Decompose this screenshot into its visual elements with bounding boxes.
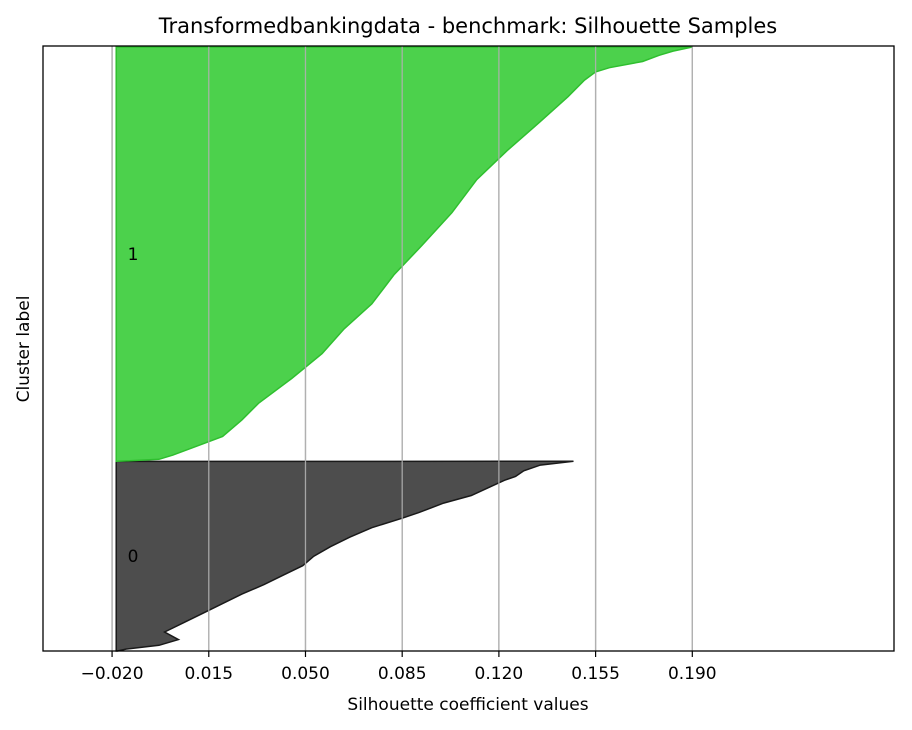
x-tick-label-3: 0.085 [378, 664, 427, 684]
cluster-0-area [115, 460, 574, 652]
x-tick-label-0: −0.020 [81, 664, 144, 684]
x-axis-label: Silhouette coefficient values [347, 695, 588, 715]
x-tick-label-1: 0.015 [184, 664, 233, 684]
cluster-label-0: 0 [128, 547, 139, 567]
x-tick-label-2: 0.050 [281, 664, 330, 684]
cluster-labels: 01 [128, 245, 139, 567]
cluster-label-1: 1 [128, 245, 139, 265]
x-ticks: −0.020 0.015 0.050 0.085 0.120 0.155 0.190 [81, 651, 717, 684]
y-axis-label: Cluster label [14, 296, 34, 403]
x-tick-label-4: 0.120 [475, 664, 524, 684]
x-tick-label-5: 0.155 [571, 664, 620, 684]
chart-title: Transformedbankingdata - benchmark: Silh… [158, 14, 778, 38]
cluster-areas [111, 46, 693, 652]
cluster-1-area [115, 46, 693, 463]
plot-frame [42, 45, 895, 652]
x-tick-label-6: 0.190 [668, 664, 717, 684]
